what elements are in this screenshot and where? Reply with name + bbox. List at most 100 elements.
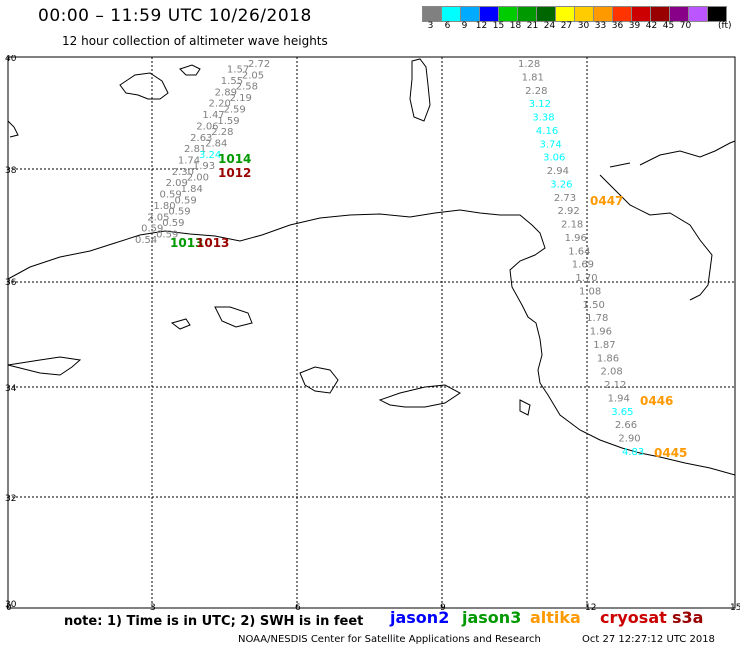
lat-label: 34 xyxy=(5,384,17,394)
pass-time-label: 0447 xyxy=(590,194,623,208)
pass-time-label: 1012 xyxy=(218,166,251,180)
scale-swatch xyxy=(650,6,670,22)
color-scale-labels: 3 6 9 12 15 18 21 24 27 30 33 36 39 42 45 70 xyxy=(422,21,694,31)
swh-value-east: 2.73 xyxy=(554,193,576,204)
scale-label: 6 xyxy=(444,21,451,31)
swh-value-east: 3.65 xyxy=(611,407,633,418)
swh-value-west: 2.19 xyxy=(230,93,252,104)
scale-swatch xyxy=(593,6,613,22)
lat-label: 36 xyxy=(5,278,17,288)
generated-timestamp: Oct 27 12:27:12 UTC 2018 xyxy=(582,634,715,645)
coastline-sardinia xyxy=(409,58,431,122)
legend-item-jason2: jason2 xyxy=(390,608,450,627)
swh-value-west: 0.59 xyxy=(141,224,163,235)
swh-value-east: 2.28 xyxy=(525,86,547,97)
coastline-west-spain xyxy=(7,120,82,376)
scale-swatch xyxy=(631,6,651,22)
swh-value-east: 3.74 xyxy=(540,139,562,150)
lon-label: 9 xyxy=(440,603,446,611)
scale-swatch xyxy=(574,6,594,22)
swh-value-west: 0.59 xyxy=(160,190,182,201)
swh-value-east: 1.69 xyxy=(572,260,594,271)
coastline-menorca xyxy=(179,64,201,76)
swh-value-west: 0.59 xyxy=(162,218,184,229)
lon-label: 0 xyxy=(6,603,12,611)
pass-time-label: 0446 xyxy=(640,394,673,408)
scale-swatch xyxy=(555,6,575,22)
swh-value-east: 2.18 xyxy=(561,220,583,231)
scale-label: 70 xyxy=(679,21,692,31)
swh-value-east: 2.66 xyxy=(615,420,637,431)
scale-label: 45 xyxy=(662,21,675,31)
scale-swatch xyxy=(479,6,499,22)
scale-label: 15 xyxy=(492,21,505,31)
coastline-north-africa xyxy=(7,209,736,476)
swh-value-west: 2.00 xyxy=(187,173,209,184)
swh-value-west: 2.81 xyxy=(184,144,206,155)
pass-time-label: 1013 xyxy=(196,236,229,250)
swh-value-east: 1.64 xyxy=(568,246,590,257)
scale-swatch xyxy=(517,6,537,22)
coastline-islands-mid xyxy=(299,366,531,416)
swh-value-west: 2.05 xyxy=(242,70,264,81)
map-title: 00:00 – 11:59 UTC 10/26/2018 xyxy=(38,6,312,26)
lat-label: 40 xyxy=(5,55,17,64)
scale-label: 39 xyxy=(628,21,641,31)
swh-value-east: 2.12 xyxy=(604,380,626,391)
scale-swatch xyxy=(460,6,480,22)
scale-swatch xyxy=(441,6,461,22)
swh-value-west: 2.28 xyxy=(211,127,233,138)
swh-value-west: 1.80 xyxy=(153,201,175,212)
coastline-islands xyxy=(170,306,253,330)
legend-item-altika: altika xyxy=(530,608,581,627)
swh-value-west: 1.74 xyxy=(178,156,200,167)
lon-label: 12 xyxy=(585,603,596,611)
swh-value-west: 0.59 xyxy=(156,229,178,240)
lat-label: 38 xyxy=(5,166,17,176)
swh-value-west: 2.63 xyxy=(190,133,212,144)
swh-value-east: 2.08 xyxy=(600,367,622,378)
swh-value-east: 3.06 xyxy=(543,153,565,164)
lat-label: 30 xyxy=(5,600,17,610)
swh-value-west: 1.93 xyxy=(193,161,215,172)
pass-time-label: 0445 xyxy=(654,446,687,460)
scale-swatch xyxy=(498,6,518,22)
lon-label: 3 xyxy=(150,603,156,611)
swh-value-east: 1.96 xyxy=(590,327,612,338)
swh-value-west: 1.55 xyxy=(221,76,243,87)
lon-label: 6 xyxy=(295,603,301,611)
scale-swatch xyxy=(422,6,442,22)
scale-label: 36 xyxy=(611,21,624,31)
swh-value-east: 1.81 xyxy=(522,72,544,83)
scale-swatch xyxy=(536,6,556,22)
scale-swatch xyxy=(612,6,632,22)
swh-value-east: 1.70 xyxy=(575,273,597,284)
swh-value-west: 0.59 xyxy=(174,195,196,206)
scale-swatch xyxy=(688,6,708,22)
map-subtitle: 12 hour collection of altimeter wave hei… xyxy=(62,34,328,48)
swh-value-east: 1.96 xyxy=(565,233,587,244)
swh-value-east: 2.94 xyxy=(547,166,569,177)
coastline-italy xyxy=(599,174,713,301)
coastline-balearic xyxy=(119,72,169,100)
swh-value-east: 3.12 xyxy=(529,99,551,110)
swh-value-east: 2.90 xyxy=(618,434,640,445)
scale-swatch xyxy=(707,6,727,22)
swh-value-west: 2.84 xyxy=(205,138,227,149)
swh-value-west: 2.58 xyxy=(236,82,258,93)
lon-label: 15 xyxy=(730,603,740,611)
swh-value-east: 3.38 xyxy=(532,113,554,124)
swh-value-east: 1.87 xyxy=(593,340,615,351)
swh-value-west: 2.05 xyxy=(147,212,169,223)
scale-label: 21 xyxy=(526,21,539,31)
swh-value-west: 1.84 xyxy=(181,184,203,195)
swh-value-west: 3.24 xyxy=(199,150,221,161)
swh-value-east: 1.08 xyxy=(579,286,601,297)
scale-label: 30 xyxy=(577,21,590,31)
scale-label: 27 xyxy=(560,21,573,31)
legend-item-s3a: s3a xyxy=(672,608,704,627)
swh-value-west: 1.59 xyxy=(217,116,239,127)
swh-value-west: 2.09 xyxy=(166,178,188,189)
scale-label: 42 xyxy=(645,21,658,31)
